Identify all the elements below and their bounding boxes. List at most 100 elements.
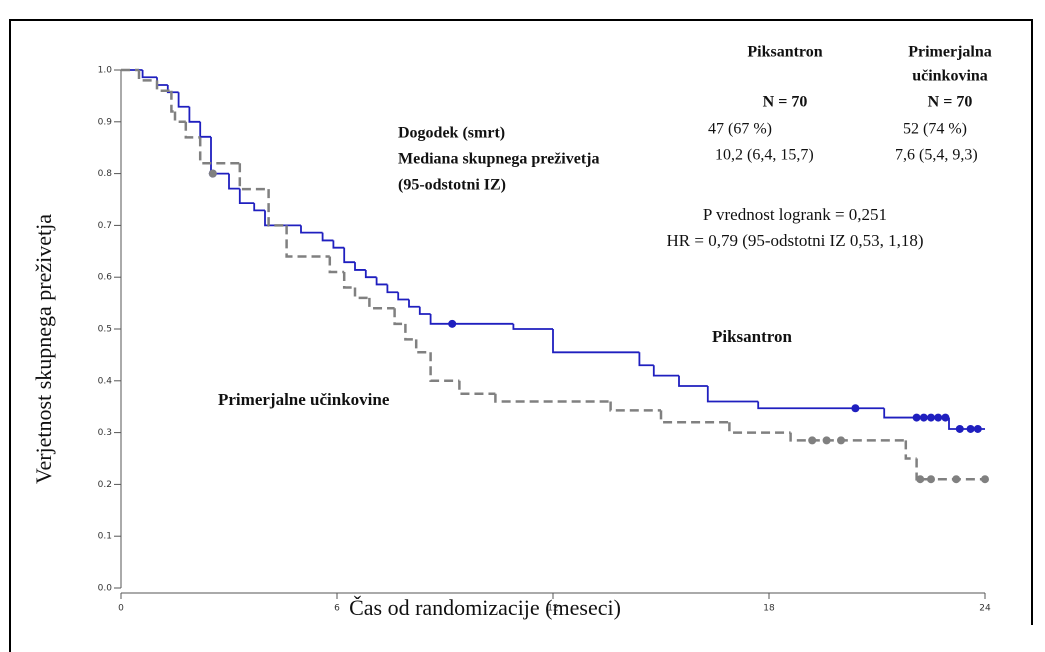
- table-header: Piksantron: [747, 44, 822, 61]
- survival-step: [915, 458, 985, 481]
- survival-step: [166, 85, 179, 94]
- censor-mark: [955, 424, 964, 433]
- censor-mark: [208, 169, 217, 178]
- survival-step: [238, 188, 255, 205]
- survival-step: [609, 401, 661, 412]
- survival-step: [458, 380, 496, 395]
- survival-step: [393, 308, 406, 326]
- table-n: N = 70: [763, 94, 808, 111]
- survival-step: [678, 375, 708, 387]
- censor-mark: [837, 436, 845, 445]
- table-n: N = 70: [928, 94, 973, 111]
- annotation: HR = 0,79 (95-odstotni IZ 0,53, 1,18): [666, 231, 923, 250]
- survival-step: [429, 313, 514, 325]
- censor-mark: [919, 413, 928, 422]
- series-label: Piksantron: [712, 327, 793, 346]
- survival-step: [321, 232, 334, 242]
- x-axis-label: Čas od randomizacije (meseci): [349, 595, 621, 620]
- survival-step: [418, 306, 431, 315]
- survival-step: [789, 432, 906, 442]
- survival-step: [342, 272, 355, 289]
- x-tick-label: 24: [979, 604, 991, 614]
- survival-step: [228, 173, 240, 190]
- survival-step: [408, 299, 420, 308]
- frame: [9, 19, 1033, 652]
- survival-step: [353, 287, 370, 300]
- table-cell: 7,6 (5,4, 9,3): [895, 147, 978, 164]
- censor-mark: [916, 475, 925, 484]
- survival-step: [210, 136, 229, 175]
- survival-step: [404, 323, 417, 341]
- x-tick-label: 12: [547, 604, 558, 614]
- y-tick-label: 0.0: [98, 584, 113, 594]
- survival-step: [332, 240, 345, 249]
- y-tick-label: 0.2: [98, 480, 112, 490]
- survival-step: [328, 256, 345, 274]
- series-label: Primerjalne učinkovine: [218, 390, 390, 409]
- survival-step: [512, 323, 553, 330]
- y-tick-label: 0.3: [98, 428, 112, 438]
- censor-mark: [973, 424, 982, 433]
- survival-step: [267, 189, 287, 227]
- survival-step: [904, 440, 917, 460]
- table-cell: 52 (74 %): [903, 121, 967, 138]
- survival-step: [354, 262, 366, 271]
- censor-mark: [952, 475, 961, 484]
- survival-step: [141, 70, 157, 79]
- survival-step: [375, 277, 388, 286]
- survival-step: [429, 352, 460, 383]
- y-tick-label: 0.8: [98, 169, 113, 179]
- survival-step: [652, 365, 679, 377]
- survival-step: [137, 70, 157, 82]
- y-tick-label: 0.6: [98, 273, 113, 283]
- censor-mark: [448, 319, 457, 328]
- censor-mark: [927, 413, 935, 422]
- survival-step: [184, 121, 201, 139]
- censor-mark: [981, 475, 989, 484]
- survival-step: [757, 401, 885, 410]
- survival-step: [552, 329, 640, 354]
- table-header: Primerjalna: [908, 44, 992, 61]
- censor-mark: [927, 475, 935, 484]
- survival-step: [188, 106, 201, 123]
- survival-step: [386, 284, 399, 294]
- annotation: P vrednost logrank = 0,251: [703, 205, 887, 224]
- table-cell: 10,2 (6,4, 15,7): [715, 147, 814, 164]
- y-tick-label: 0.4: [98, 376, 113, 386]
- survival-step: [364, 269, 377, 279]
- survival-step: [638, 352, 654, 367]
- censor-mark: [822, 436, 831, 445]
- table-row-label: Dogodek (smrt): [398, 125, 505, 142]
- table-row-label: Mediana skupnega preživetja: [398, 151, 599, 168]
- table-cell: 47 (67 %): [708, 121, 772, 138]
- survival-step: [173, 111, 186, 124]
- survival-step: [659, 410, 730, 424]
- survival-step: [155, 80, 172, 92]
- table-row-label: (95-odstotni IZ): [398, 177, 506, 194]
- table-header: učinkovina: [912, 68, 988, 85]
- x-tick-label: 0: [118, 604, 124, 614]
- censor-mark: [851, 404, 860, 413]
- y-tick-label: 0.7: [98, 221, 112, 231]
- censor-mark: [808, 436, 817, 445]
- survival-step: [285, 225, 330, 258]
- survival-step: [253, 203, 265, 212]
- survival-step: [397, 292, 409, 301]
- survival-step: [706, 385, 759, 403]
- survival-step: [170, 90, 175, 113]
- x-tick-label: 6: [334, 604, 340, 614]
- y-tick-label: 0.5: [98, 325, 112, 335]
- survival-step: [198, 137, 240, 165]
- y-axis-label: Verjetnost skupnega preživetja: [31, 214, 56, 484]
- survival-step: [343, 247, 355, 264]
- survival-step: [177, 92, 190, 108]
- y-tick-label: 0.1: [98, 532, 112, 542]
- survival-step: [494, 393, 611, 403]
- survival-step: [156, 77, 168, 86]
- y-tick-label: 1.0: [98, 66, 113, 76]
- survival-step: [728, 422, 791, 434]
- y-tick-label: 0.9: [98, 117, 113, 127]
- censor-mark: [966, 424, 975, 433]
- survival-step: [264, 210, 301, 227]
